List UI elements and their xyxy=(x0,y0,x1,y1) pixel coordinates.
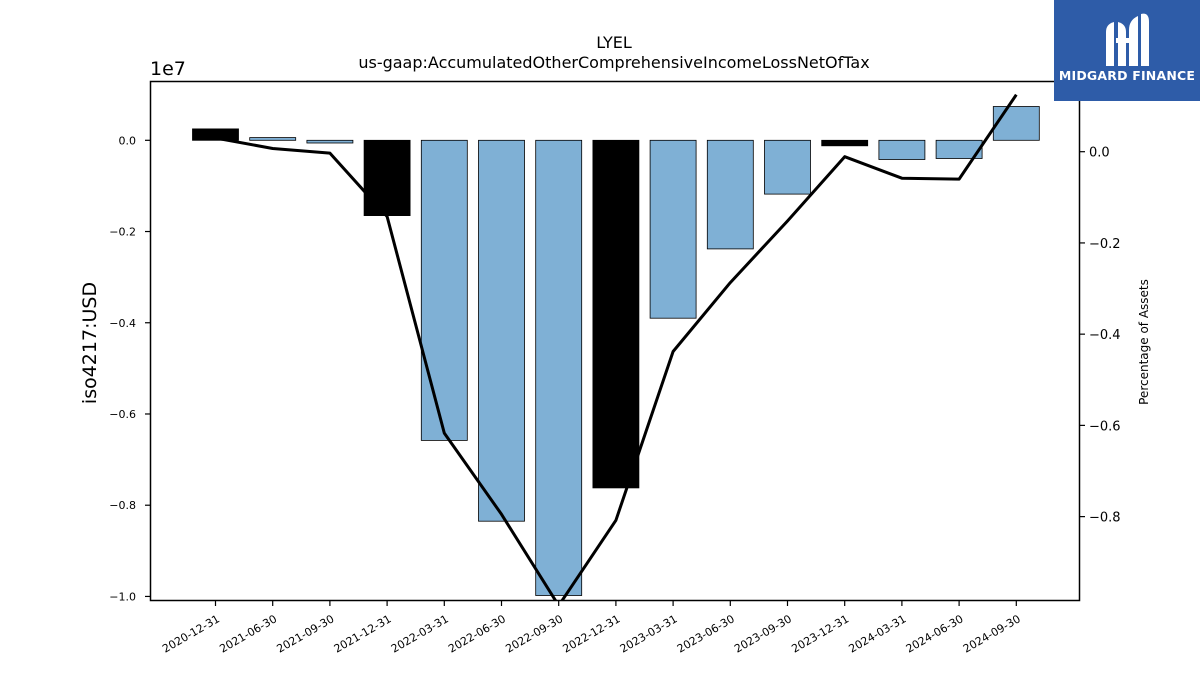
bar-2024-03-31 xyxy=(878,139,926,160)
y-tick-label: 0.0 xyxy=(119,134,137,147)
x-tick-label: 2024-03-31 xyxy=(847,612,909,655)
line-series-percentage xyxy=(215,93,1018,601)
y2-tick-label: −0.8 xyxy=(1089,511,1121,526)
y-tick-label: −0.2 xyxy=(109,226,136,239)
y2-tick-label: −0.2 xyxy=(1089,237,1121,252)
x-tick-label: 2022-03-31 xyxy=(389,612,451,655)
bar-2023-12-31 xyxy=(821,139,869,147)
x-tick-label: 2021-09-30 xyxy=(275,612,337,655)
y-tick-label: −0.6 xyxy=(109,408,136,421)
bar-2022-06-30 xyxy=(478,139,525,522)
bar-2021-09-30 xyxy=(306,139,354,144)
y-tick-label: −1.0 xyxy=(109,590,136,603)
bar-2023-06-30 xyxy=(706,139,754,250)
x-tick-label: 2023-06-30 xyxy=(675,612,737,655)
x-tick-label: 2022-06-30 xyxy=(446,612,508,655)
y-axis-label: iso4217:USD xyxy=(79,282,101,404)
bar-2022-12-31 xyxy=(592,139,640,489)
x-tick-label: 2021-12-31 xyxy=(332,612,394,655)
x-tick-label: 2023-12-31 xyxy=(789,612,851,655)
bar-2021-12-31 xyxy=(363,139,411,217)
x-tick-label: 2021-06-30 xyxy=(217,612,279,655)
logo-text: MIDGARD FINANCE xyxy=(1058,68,1196,83)
y2-tick-label: 0.0 xyxy=(1089,146,1110,161)
bar-2020-12-31 xyxy=(192,128,239,141)
x-tick-label: 2020-12-31 xyxy=(160,612,222,655)
bar-2024-09-30 xyxy=(992,106,1040,141)
y2-tick-label: −0.4 xyxy=(1089,328,1121,343)
midgard-logo-icon xyxy=(1106,13,1149,67)
y-tick-label: −0.4 xyxy=(109,317,136,330)
x-tick-label: 2023-03-31 xyxy=(618,612,680,655)
bar-2021-06-30 xyxy=(249,137,297,141)
bar-2024-06-30 xyxy=(935,139,983,159)
x-tick-label: 2024-09-30 xyxy=(961,612,1023,655)
x-tick-label: 2023-09-30 xyxy=(732,612,794,655)
y2-tick-label: −0.6 xyxy=(1089,419,1121,434)
bar-2022-03-31 xyxy=(420,139,468,441)
chart-subtitle: us-gaap:AccumulatedOtherComprehensiveInc… xyxy=(358,53,869,72)
chart-title: LYEL xyxy=(596,33,632,52)
x-tick-label: 2024-06-30 xyxy=(904,612,966,655)
y-tick-label: −0.8 xyxy=(109,499,136,512)
x-tick-label: 2022-12-31 xyxy=(561,612,623,655)
x-tick-label: 2022-09-30 xyxy=(503,612,565,655)
bar-2023-09-30 xyxy=(764,139,811,195)
brand-logo: MIDGARD FINANCE xyxy=(1054,0,1200,101)
bar-2022-09-30 xyxy=(535,139,583,596)
bar-2023-03-31 xyxy=(649,139,697,319)
plot-frame xyxy=(149,80,1081,602)
y-axis-multiplier: 1e7 xyxy=(150,58,186,80)
y2-axis-label: Percentage of Assets xyxy=(1137,279,1151,405)
